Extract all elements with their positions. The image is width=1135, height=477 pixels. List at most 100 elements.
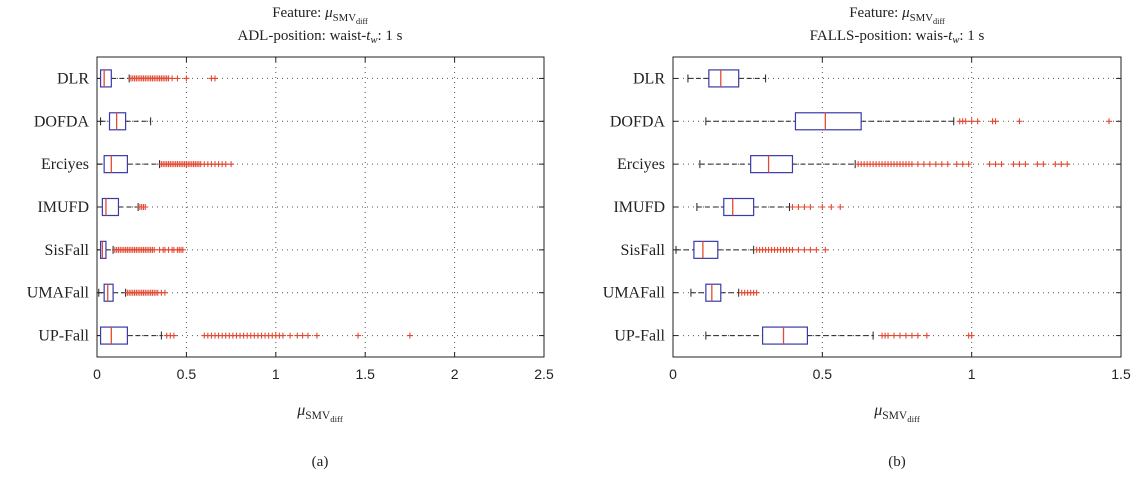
iqr-box	[750, 155, 794, 174]
category-label: UMAFall	[603, 285, 666, 302]
box-up-fall: UP-Fall	[38, 326, 544, 345]
outlier-marker	[1034, 161, 1041, 168]
box-dlr: DLR	[57, 69, 544, 88]
outlier-marker	[962, 118, 969, 125]
chart-title: Feature: μSMVdiff​	[272, 5, 368, 26]
outlier-marker	[1040, 161, 1047, 168]
outlier-marker	[986, 161, 993, 168]
outlier-marker	[920, 161, 927, 168]
category-label: Erciyes	[617, 156, 665, 173]
category-label: UP-Fall	[614, 328, 665, 345]
outlier-marker	[932, 161, 939, 168]
box-umafall: UMAFall	[27, 283, 544, 302]
outlier-marker	[142, 204, 149, 210]
category-label: DOFDA	[34, 113, 90, 130]
chart-subtitle: FALLS-position: wais-tw: 1 s	[810, 28, 985, 46]
x-tick-label: 1	[968, 366, 976, 382]
outlier-marker	[222, 161, 229, 168]
outlier-marker	[151, 246, 158, 253]
outlier-marker	[789, 246, 796, 253]
outlier-marker	[174, 75, 181, 82]
iqr-box	[99, 240, 107, 259]
box-sisfall: SisFall	[45, 240, 544, 259]
x-tick-label: 1	[272, 366, 280, 382]
outlier-marker	[959, 161, 966, 168]
outlier-marker	[170, 332, 177, 339]
outlier-marker	[992, 161, 999, 168]
iqr-box	[708, 69, 740, 88]
outlier-marker	[795, 204, 802, 210]
outlier-marker	[914, 161, 921, 168]
outlier-marker	[183, 75, 190, 82]
category-label: UP-Fall	[38, 328, 89, 345]
chart-title: Feature: μSMVdiff​	[849, 5, 945, 26]
outlier-marker	[228, 161, 235, 168]
box-erciyes: Erciyes	[41, 155, 544, 174]
outlier-marker	[944, 161, 951, 168]
outlier-marker	[965, 161, 972, 168]
outlier-marker	[822, 246, 829, 253]
category-label: UMAFall	[27, 285, 90, 302]
outlier-marker	[908, 332, 915, 339]
outlier-marker	[1016, 118, 1023, 125]
outlier-marker	[992, 118, 999, 125]
category-label: Erciyes	[41, 156, 89, 173]
outlier-marker	[819, 204, 826, 210]
outlier-marker	[891, 332, 898, 339]
category-label: DOFDA	[610, 113, 666, 130]
outlier-marker	[902, 332, 909, 339]
category-label: IMUFD	[613, 199, 665, 216]
outlier-marker	[968, 118, 975, 125]
outlier-marker	[801, 246, 808, 253]
outlier-marker	[1058, 161, 1065, 168]
outlier-marker	[974, 118, 981, 125]
outlier-marker	[837, 204, 844, 210]
x-axis-label: μSMVdiff​	[296, 402, 343, 424]
iqr-box	[693, 240, 719, 259]
x-tick-label: 2	[451, 366, 459, 382]
outlier-marker	[914, 332, 921, 339]
panel-caption: (a)	[312, 454, 329, 470]
outlier-marker	[212, 75, 219, 82]
x-axis-label: μSMVdiff​	[873, 402, 920, 424]
outlier-marker	[795, 246, 802, 253]
category-label: SisFall	[621, 242, 666, 259]
outlier-marker	[287, 332, 294, 339]
outlier-marker	[896, 332, 903, 339]
outlier-marker	[355, 332, 362, 339]
box-dlr: DLR	[633, 69, 1121, 88]
outlier-marker	[953, 161, 960, 168]
x-tick-label: 0	[93, 366, 101, 382]
iqr-box	[99, 326, 128, 345]
outlier-marker	[1052, 161, 1059, 168]
outlier-marker	[169, 75, 176, 82]
box-dofda: DOFDA	[610, 112, 1121, 131]
outlier-marker	[813, 246, 820, 253]
box-erciyes: Erciyes	[617, 155, 1121, 174]
chart-subtitle: ADL-position: waist-tw: 1 s	[238, 28, 403, 46]
category-label: SisFall	[45, 242, 90, 259]
outlier-marker	[923, 332, 930, 339]
x-tick-label: 1.5	[355, 366, 375, 382]
outlier-marker	[1064, 161, 1071, 168]
chart-panel-b: Feature: μSMVdiff​ FALLS-position: wais-t…	[603, 5, 1131, 470]
outlier-marker	[406, 332, 413, 339]
outlier-marker	[313, 332, 320, 339]
category-label: DLR	[633, 70, 665, 87]
outlier-marker	[294, 332, 301, 339]
outlier-marker	[807, 246, 814, 253]
outlier-marker	[279, 332, 286, 339]
box-sisfall: SisFall	[621, 240, 1121, 259]
panel-caption: (b)	[888, 454, 906, 470]
iqr-box	[723, 197, 755, 217]
outlier-marker	[179, 246, 186, 253]
box-imufd: IMUFD	[37, 197, 544, 217]
outlier-marker	[1016, 161, 1023, 168]
outlier-marker	[1010, 161, 1017, 168]
outlier-marker	[1106, 118, 1113, 125]
outlier-marker	[968, 332, 975, 339]
box-imufd: IMUFD	[613, 197, 1121, 217]
outlier-marker	[753, 289, 760, 296]
iqr-box	[761, 326, 808, 345]
